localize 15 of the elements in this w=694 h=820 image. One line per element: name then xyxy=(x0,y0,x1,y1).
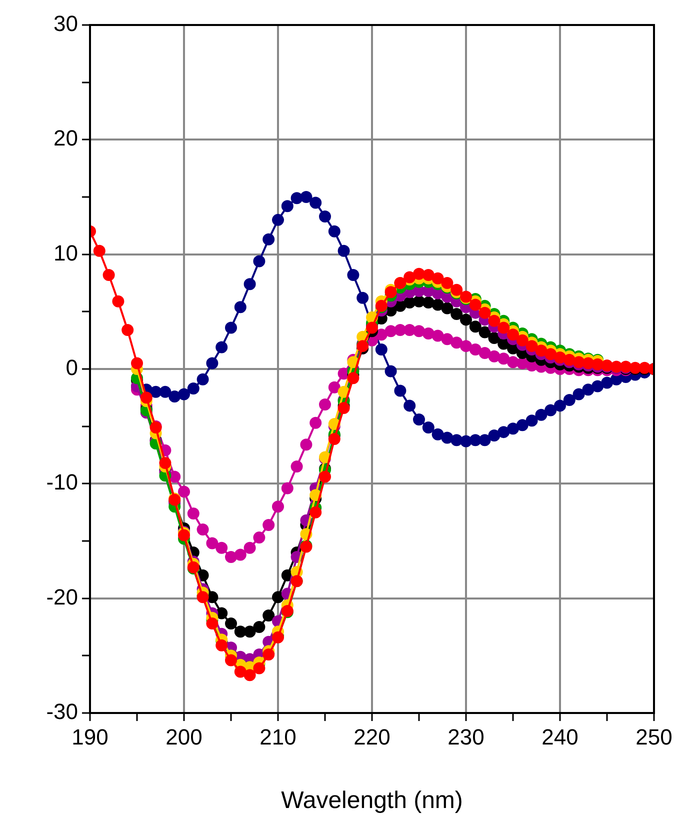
y-tick-label: -20 xyxy=(46,584,78,610)
y-tick-label: 10 xyxy=(54,240,78,266)
y-tick-label: 0 xyxy=(66,355,78,380)
y-tick-label: 30 xyxy=(54,11,78,36)
x-tick-label: 240 xyxy=(542,724,578,750)
x-tick-label: 250 xyxy=(636,724,672,750)
x-tick-label: 220 xyxy=(354,724,390,750)
y-tick-label: 20 xyxy=(54,126,78,151)
x-tick-label: 210 xyxy=(260,724,296,750)
x-tick-label: 190 xyxy=(72,724,108,750)
x-axis-title: Wavelength (nm) xyxy=(281,787,463,814)
y-tick-label: -10 xyxy=(46,470,78,495)
x-tick-label: 230 xyxy=(448,724,484,750)
y-tick-label: -30 xyxy=(46,699,78,724)
x-tick-label: 200 xyxy=(166,724,202,750)
